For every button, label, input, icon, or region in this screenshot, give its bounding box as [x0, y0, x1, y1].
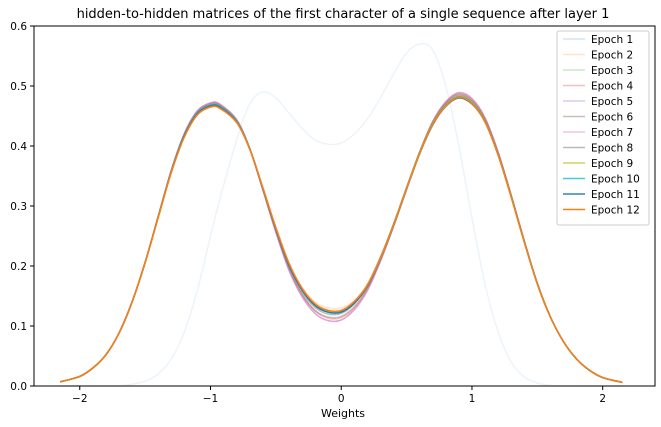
- x-tick-label: 2: [599, 393, 606, 405]
- legend-label-epoch-1: Epoch 1: [591, 34, 633, 46]
- series-line-epoch-3: [59, 96, 623, 384]
- y-tick-label: 0.5: [10, 81, 27, 93]
- x-tick-label: 0: [338, 393, 345, 405]
- series-line-epoch-6: [59, 93, 623, 384]
- series-line-epoch-5: [59, 91, 623, 384]
- y-tick-label: 0.4: [10, 141, 27, 153]
- y-tick-label: 0.0: [10, 381, 27, 393]
- series-line-epoch-2: [59, 97, 623, 384]
- x-axis-label: Weights: [321, 407, 365, 420]
- x-tick-label: −1: [203, 393, 218, 405]
- legend-label-epoch-3: Epoch 3: [591, 65, 633, 77]
- legend-label-epoch-2: Epoch 2: [591, 50, 633, 62]
- series-line-epoch-1: [60, 42, 623, 387]
- series-line-epoch-4: [59, 92, 623, 384]
- legend-label-epoch-5: Epoch 5: [591, 96, 633, 108]
- y-axis: 0.0 0.1 0.2 0.3 0.4 0.5 0.6: [10, 21, 34, 393]
- series-layer: [59, 42, 623, 387]
- x-tick-label: −2: [72, 393, 87, 405]
- y-tick-label: 0.1: [10, 321, 27, 333]
- chart-title: hidden-to-hidden matrices of the first c…: [77, 7, 610, 22]
- series-line-epoch-11: [59, 97, 623, 384]
- series-line-epoch-8: [59, 94, 623, 384]
- legend-label-epoch-8: Epoch 8: [591, 143, 633, 155]
- legend-label-epoch-11: Epoch 11: [591, 189, 640, 201]
- legend-label-epoch-9: Epoch 9: [591, 158, 633, 170]
- y-tick-label: 0.2: [10, 261, 27, 273]
- x-axis: −2 −1 0 1 2: [72, 386, 606, 405]
- legend-box: [556, 30, 650, 226]
- legend-label-epoch-6: Epoch 6: [591, 112, 633, 124]
- series-line-epoch-10: [59, 96, 623, 384]
- x-tick-label: 1: [469, 393, 476, 405]
- series-line-epoch-9: [59, 95, 623, 384]
- legend-label-epoch-10: Epoch 10: [591, 174, 640, 186]
- legend-label-epoch-12: Epoch 12: [591, 205, 640, 217]
- series-line-epoch-12: [59, 96, 623, 384]
- y-tick-label: 0.6: [10, 21, 27, 33]
- y-tick-label: 0.3: [10, 201, 27, 213]
- series-line-epoch-7: [59, 91, 623, 384]
- legend: Epoch 1 Epoch 2 Epoch 3 Epoch 4 Epoch 5 Epoch…: [556, 30, 650, 226]
- legend-label-epoch-7: Epoch 7: [591, 127, 633, 139]
- legend-label-epoch-4: Epoch 4: [591, 81, 633, 93]
